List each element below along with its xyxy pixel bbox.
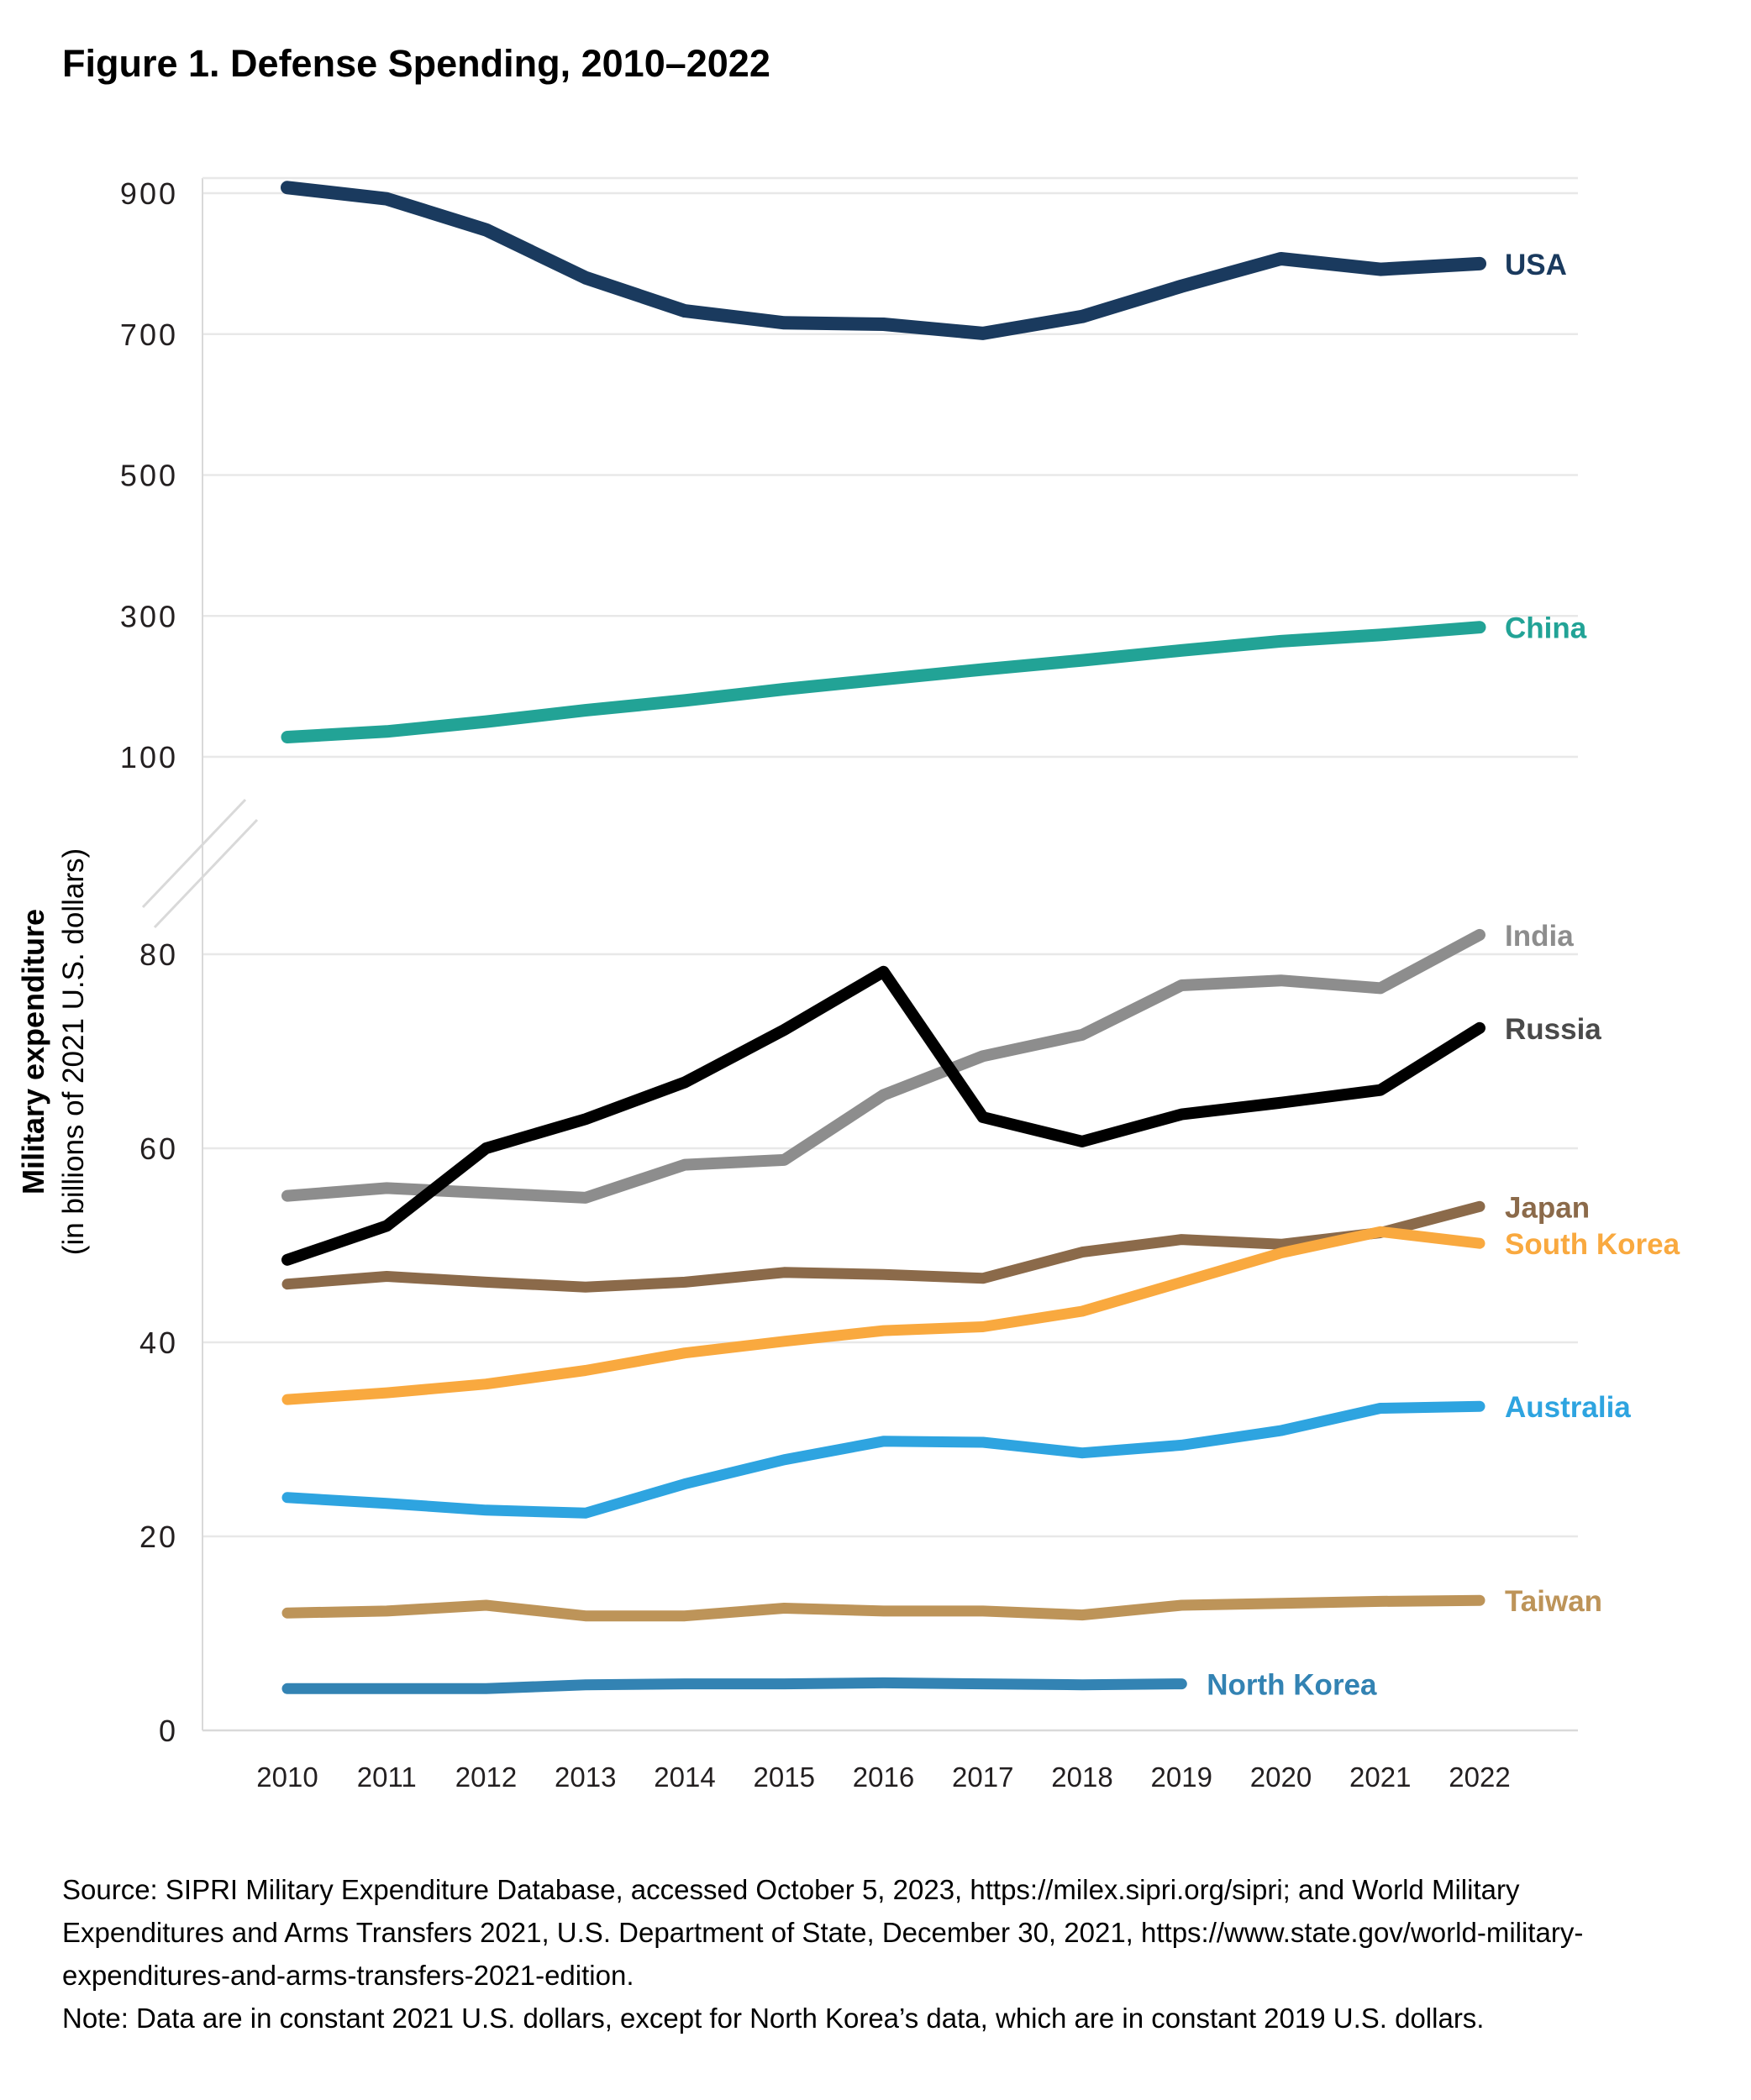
y-tick-label-20: 20: [139, 1520, 178, 1554]
series-line-china: [281, 621, 1486, 743]
y-tick-label-80: 80: [139, 937, 178, 972]
x-tick-label-2013: 2013: [555, 1761, 616, 1793]
y-tick-label-40: 40: [139, 1326, 178, 1360]
y-tick-label-100: 100: [120, 740, 178, 774]
x-tick-label-2020: 2020: [1250, 1761, 1312, 1793]
series-line-taiwan: [281, 1594, 1485, 1622]
x-tick-label-2021: 2021: [1349, 1761, 1411, 1793]
note-line: Note: Data are in constant 2021 U.S. dol…: [62, 2003, 1485, 2034]
x-tick-label-2010: 2010: [256, 1761, 318, 1793]
y-axis-subtitle: (in billions of 2021 U.S. dollars): [57, 848, 90, 1255]
y-tick-label-0: 0: [159, 1714, 178, 1748]
series-label-japan: Japan: [1505, 1191, 1590, 1224]
y-tick-label-300: 300: [120, 599, 178, 633]
y-tick-label-500: 500: [120, 459, 178, 493]
axis-layer: 900 700 500 300 100 80 60 40 20 0 2010 2011 2012 2013…: [120, 176, 1578, 1793]
series-label-china: China: [1505, 612, 1587, 645]
source-line-2: Expenditures and Arms Transfers 2021, U.…: [62, 1917, 1584, 1948]
gridline-layer: [202, 192, 1578, 1732]
series-line-india: [281, 928, 1485, 1204]
x-tick-label-2022: 2022: [1449, 1761, 1510, 1793]
y-tick-label-900: 900: [120, 176, 178, 211]
x-tick-label-2015: 2015: [754, 1761, 815, 1793]
series-line-north-korea: [281, 1677, 1187, 1694]
series-label-taiwan: Taiwan: [1505, 1585, 1602, 1618]
series-label-south-korea: South Korea: [1505, 1228, 1680, 1261]
series-line-australia: [281, 1400, 1485, 1519]
series-line-south-korea: [281, 1226, 1485, 1405]
axis-break-mark-2: [153, 818, 259, 929]
x-tick-label-2019: 2019: [1151, 1761, 1212, 1793]
x-tick-label-2016: 2016: [853, 1761, 914, 1793]
source-note-block: Source: SIPRI Military Expenditure Datab…: [62, 1868, 1726, 2040]
series-label-australia: Australia: [1505, 1391, 1631, 1424]
source-line-1: Source: SIPRI Military Expenditure Datab…: [62, 1874, 1520, 1905]
x-tick-label-2018: 2018: [1051, 1761, 1112, 1793]
series-line-russia: [281, 965, 1485, 1266]
series-label-india: India: [1505, 920, 1574, 953]
x-tick-label-2011: 2011: [357, 1761, 417, 1793]
series-label-russia: Russia: [1505, 1013, 1601, 1046]
series-label-layer: USA China India Russia Japan South Korea Austr…: [1207, 249, 1680, 1702]
x-tick-label-2017: 2017: [952, 1761, 1013, 1793]
series-label-north-korea: North Korea: [1207, 1669, 1377, 1702]
chart-title: Figure 1. Defense Spending, 2010–2022: [62, 42, 770, 85]
y-tick-label-60: 60: [139, 1131, 178, 1166]
x-tick-label-2014: 2014: [654, 1761, 715, 1793]
source-line-3: expenditures-and-arms-transfers-2021-edi…: [62, 1960, 634, 1991]
x-tick-label-2012: 2012: [455, 1761, 517, 1793]
axis-break-mark-1: [141, 798, 247, 909]
y-axis-title: Military expenditure: [16, 909, 50, 1194]
series-layer: [281, 181, 1486, 1694]
y-tick-label-700: 700: [120, 318, 178, 352]
series-line-usa: [281, 181, 1486, 340]
series-line-japan: [281, 1200, 1485, 1293]
series-label-usa: USA: [1505, 249, 1567, 281]
